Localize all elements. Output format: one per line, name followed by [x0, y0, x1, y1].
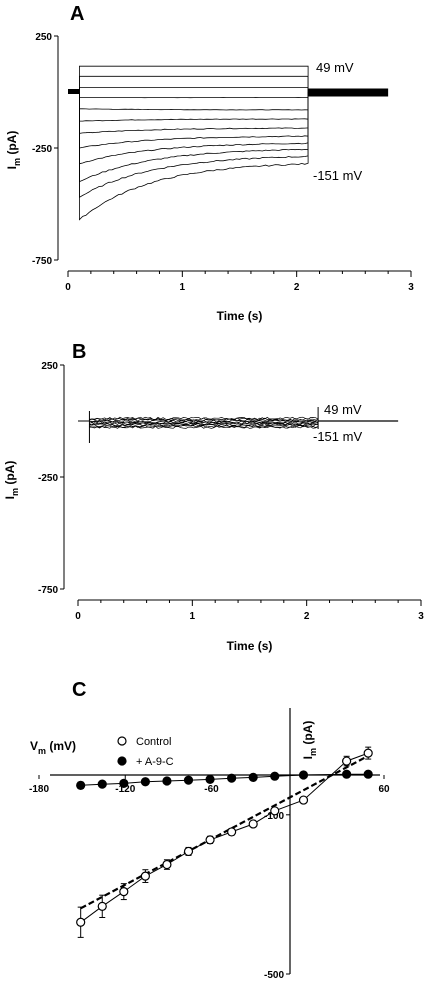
panel-a-sweep: [79, 92, 309, 99]
panel-b-sweep: [89, 424, 319, 427]
a9c-data-point: [363, 769, 373, 779]
a9c-data-point: [140, 777, 150, 787]
panel-b-y-tick-label: 250: [41, 361, 58, 372]
a9c-data-point: [97, 779, 107, 789]
panel-b-sweep: [89, 417, 319, 421]
panel-b-label: B: [72, 341, 86, 363]
legend-a9c-marker: [117, 756, 127, 766]
control-data-point: [298, 795, 309, 805]
control-data-point: [140, 871, 150, 881]
panel-a-sweep: [79, 92, 309, 149]
panel-a-annotation-151mv: -151 mV: [313, 168, 362, 183]
panel-c-fit-line-dashed: [80, 754, 369, 910]
panel-b: B 250 -250 -750 0 1 2 3 Time (s) Im (pA) 49 mV -151…: [3, 341, 424, 653]
panel-a-y-title-unit: (pA): [5, 131, 19, 158]
panel-a-y-tick-label: 250: [35, 32, 52, 43]
control-data-point: [363, 748, 373, 758]
panel-a-sweep: [79, 92, 309, 198]
panel-a-y-tick-label: -750: [32, 256, 52, 267]
panel-c-x-title-main: V: [30, 739, 38, 753]
panel-a-x-tick-label: 0: [65, 282, 71, 293]
a9c-data-point: [342, 769, 352, 779]
panel-a-sweep: [79, 92, 309, 165]
control-data-point: [205, 835, 215, 845]
panel-a-y-title-main: I: [5, 166, 19, 169]
control-data-point: [162, 859, 172, 870]
a9c-data-point: [298, 770, 309, 780]
panel-b-y-title-unit: (pA): [3, 461, 17, 488]
panel-a-y-tick-label: -250: [32, 144, 52, 155]
control-data-point: [248, 819, 258, 829]
panel-a-annotation-49mv: 49 mV: [316, 60, 354, 75]
panel-a-y-title-sub: m: [12, 158, 22, 166]
panel-a-x-tick-label: 3: [408, 282, 414, 293]
panel-a-x-tick-label: 2: [294, 282, 300, 293]
control-data-point: [270, 806, 280, 816]
panel-b-y-title: Im (pA): [3, 461, 20, 500]
panel-a-label: A: [70, 3, 84, 25]
panel-a: A 250 -250 -750 0 1 2 3 Time (s) Im (pA) 49 mV -151…: [5, 3, 414, 323]
panel-b-y-tick-label: -250: [38, 473, 58, 484]
panel-c-x-title-unit: (mV): [46, 739, 76, 753]
panel-a-sweep: [79, 92, 309, 134]
control-data-point: [97, 901, 107, 911]
panel-c-y-title-sub: m: [308, 748, 318, 756]
panel-b-x-tick-label: 0: [75, 611, 81, 622]
panel-a-sweep: [79, 92, 309, 183]
panel-b-annotation-49mv: 49 mV: [324, 402, 362, 417]
panel-a-sweep: [79, 92, 309, 111]
panel-c-x-tick-label: -180: [29, 784, 49, 795]
a9c-data-point: [205, 774, 215, 784]
panel-b-y-title-sub: m: [10, 488, 20, 496]
panel-c-x-tick-label: -120: [115, 784, 135, 795]
a9c-data-point: [162, 776, 172, 786]
panel-c-y-title-unit: (pA): [301, 721, 315, 748]
control-data-point: [183, 846, 194, 857]
panel-b-x-title: Time (s): [227, 639, 273, 653]
panel-c: C -180 -120 -60 60 -100 -500 Vm (mV) Im (pA) Cont…: [29, 679, 390, 981]
panel-a-pre-step-baseline: [68, 89, 80, 94]
a9c-data-point: [227, 773, 237, 783]
panel-b-x-tick-label: 2: [304, 611, 310, 622]
panel-a-sweep: [79, 92, 309, 122]
panel-b-sweep: [89, 425, 319, 429]
panel-a-x-tick-label: 1: [180, 282, 186, 293]
panel-c-label: C: [72, 679, 86, 701]
a9c-data-point: [76, 780, 86, 790]
control-data-point: [119, 887, 129, 897]
panel-a-sweep: [79, 87, 309, 92]
control-data-point: [227, 827, 237, 837]
panel-c-y-title: Im (pA): [301, 721, 318, 760]
panel-a-sweep: [79, 65, 309, 92]
panel-c-y-tick-label: -500: [264, 970, 284, 981]
panel-b-y-tick-label: -750: [38, 585, 58, 596]
a9c-data-point: [270, 771, 280, 781]
panel-b-sweep: [89, 419, 319, 423]
panel-c-y-title-main: I: [301, 756, 315, 759]
panel-b-x-tick-label: 3: [418, 611, 424, 622]
panel-b-x-tick-label: 1: [190, 611, 196, 622]
legend-a9c-label: + A-9-C: [136, 756, 174, 768]
panel-a-sweep: [79, 75, 309, 92]
panel-b-y-title-main: I: [3, 496, 17, 499]
panel-c-x-title: Vm (mV): [30, 739, 76, 756]
a9c-data-point: [119, 778, 129, 788]
legend-control-label: Control: [136, 736, 171, 748]
panel-a-sweep: [79, 92, 309, 221]
a9c-data-point: [183, 775, 194, 785]
control-data-point: [342, 756, 352, 766]
a9c-data-point: [248, 772, 258, 782]
control-data-point: [76, 917, 86, 927]
panel-c-x-title-sub: m: [38, 746, 46, 756]
panel-b-annotation-151mv: -151 mV: [313, 429, 362, 444]
panel-c-x-tick-label: -60: [204, 784, 219, 795]
legend-control-marker: [117, 736, 127, 746]
panel-c-x-tick-label: 60: [378, 784, 390, 795]
panel-a-x-title: Time (s): [217, 309, 263, 323]
panel-c-y-tick-label: -100: [264, 811, 284, 822]
panel-a-y-title: Im (pA): [5, 131, 22, 170]
panel-b-sweep: [89, 424, 319, 428]
